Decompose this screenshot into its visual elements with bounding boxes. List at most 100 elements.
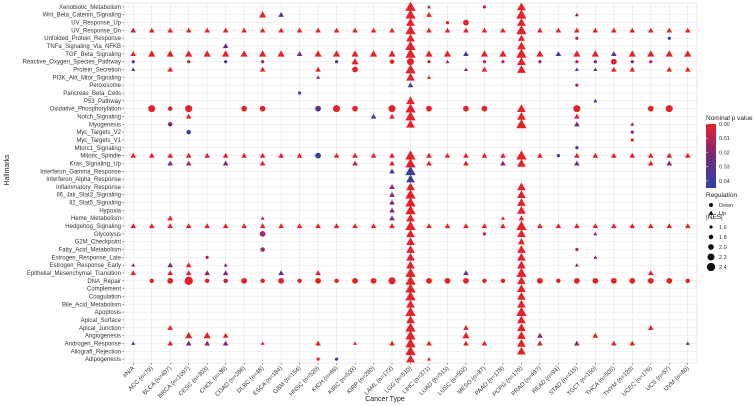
- point-up-triangle: [406, 299, 415, 308]
- point-up-triangle: [259, 160, 266, 166]
- point-up-triangle: [389, 168, 395, 174]
- color-bar-label: 0.04: [719, 179, 730, 185]
- point-up-triangle: [573, 50, 581, 57]
- point-up-triangle: [443, 50, 452, 57]
- point-down-circle: [297, 278, 302, 284]
- point-up-triangle: [516, 9, 527, 19]
- point-up-triangle: [130, 152, 137, 158]
- point-up-triangle: [406, 33, 415, 42]
- size-legend-title: |NES|: [706, 214, 723, 221]
- point-up-triangle: [517, 198, 526, 206]
- point-up-triangle: [611, 223, 617, 229]
- point-up-triangle: [517, 112, 526, 120]
- point-up-triangle: [592, 332, 599, 338]
- point-up-triangle: [406, 174, 415, 183]
- point-up-triangle: [167, 160, 174, 166]
- point-down-circle: [334, 60, 339, 64]
- point-up-triangle: [481, 27, 488, 33]
- point-up-triangle: [405, 25, 416, 35]
- y-tick-label: Myc_Targets_V1: [76, 138, 121, 144]
- point-up-triangle: [591, 50, 599, 57]
- point-up-triangle: [222, 160, 229, 166]
- y-tick-label: P53_Pathway: [84, 99, 121, 105]
- point-up-triangle: [131, 263, 136, 267]
- point-up-triangle: [444, 223, 451, 229]
- point-up-triangle: [629, 340, 636, 346]
- point-up-triangle: [406, 96, 415, 105]
- point-down-circle: [224, 60, 228, 64]
- point-up-triangle: [405, 64, 416, 74]
- point-down-circle: [556, 278, 561, 284]
- point-up-triangle: [426, 223, 432, 229]
- point-up-triangle: [426, 160, 432, 166]
- point-up-triangle: [611, 66, 617, 72]
- point-up-triangle: [185, 223, 192, 229]
- point-up-triangle: [405, 111, 416, 121]
- point-up-triangle: [185, 340, 192, 346]
- point-up-triangle: [647, 324, 654, 330]
- point-down-circle: [352, 66, 358, 73]
- y-tick-label: Oxidative_Phosphorylation: [50, 107, 121, 113]
- point-up-triangle: [370, 27, 377, 33]
- y-tick-label: Coagulation: [89, 294, 121, 300]
- point-up-triangle: [684, 152, 691, 158]
- point-up-triangle: [315, 66, 321, 72]
- point-up-triangle: [405, 322, 416, 332]
- point-down-circle: [352, 277, 358, 284]
- point-up-triangle: [203, 332, 211, 339]
- point-up-triangle: [185, 50, 193, 57]
- point-up-triangle: [516, 150, 527, 160]
- y-tick-label: Unfolded_Protein_Response: [44, 36, 121, 42]
- point-up-triangle: [259, 66, 266, 72]
- point-up-triangle: [388, 50, 396, 57]
- y-tick-label: Estrogen_Response_Early: [50, 263, 121, 269]
- point-up-triangle: [406, 354, 415, 363]
- point-down-circle: [334, 357, 339, 361]
- point-up-triangle: [130, 27, 137, 33]
- point-up-triangle: [167, 66, 174, 72]
- point-up-triangle: [296, 152, 303, 158]
- point-down-circle: [185, 105, 193, 113]
- point-up-triangle: [405, 150, 416, 160]
- x-axis-title: Cancer Type: [365, 396, 405, 403]
- point-up-triangle: [647, 152, 654, 158]
- point-up-triangle: [593, 98, 598, 103]
- y-tick-label: Hedgehog_Signaling: [65, 224, 121, 230]
- point-up-triangle: [629, 223, 636, 229]
- point-down-circle: [649, 60, 653, 64]
- point-up-triangle: [352, 27, 358, 33]
- point-up-triangle: [481, 66, 488, 72]
- y-tick-label: TNFa_Signaling_Via_NFKB: [47, 44, 121, 50]
- point-up-triangle: [185, 27, 192, 33]
- point-down-circle: [149, 278, 154, 284]
- point-up-triangle: [574, 113, 580, 119]
- point-up-triangle: [647, 50, 655, 57]
- point-up-triangle: [167, 262, 174, 268]
- size-legend-label: 2.4: [719, 265, 727, 271]
- point-up-triangle: [500, 216, 505, 220]
- point-up-triangle: [628, 50, 636, 57]
- point-up-triangle: [574, 152, 580, 158]
- point-up-triangle: [333, 27, 340, 33]
- y-tick-label: Myc_Targets_V2: [76, 130, 121, 136]
- point-up-triangle: [426, 4, 431, 9]
- point-up-triangle: [405, 9, 416, 19]
- point-up-triangle: [517, 104, 526, 112]
- point-up-triangle: [463, 160, 469, 166]
- point-up-triangle: [611, 27, 617, 33]
- point-down-circle: [556, 154, 560, 158]
- point-up-triangle: [611, 51, 617, 56]
- point-up-triangle: [481, 223, 488, 229]
- point-down-circle: [538, 60, 542, 64]
- point-up-triangle: [666, 27, 673, 33]
- point-up-triangle: [131, 67, 136, 72]
- y-tick-label: Myogenesis: [89, 122, 121, 128]
- point-up-triangle: [647, 223, 654, 229]
- color-bar-label: 0.01: [719, 136, 730, 142]
- point-down-circle: [260, 278, 265, 284]
- point-up-triangle: [405, 338, 416, 348]
- point-up-triangle: [426, 357, 431, 361]
- point-up-triangle: [406, 213, 415, 222]
- point-up-triangle: [517, 205, 526, 214]
- point-up-triangle: [332, 50, 341, 57]
